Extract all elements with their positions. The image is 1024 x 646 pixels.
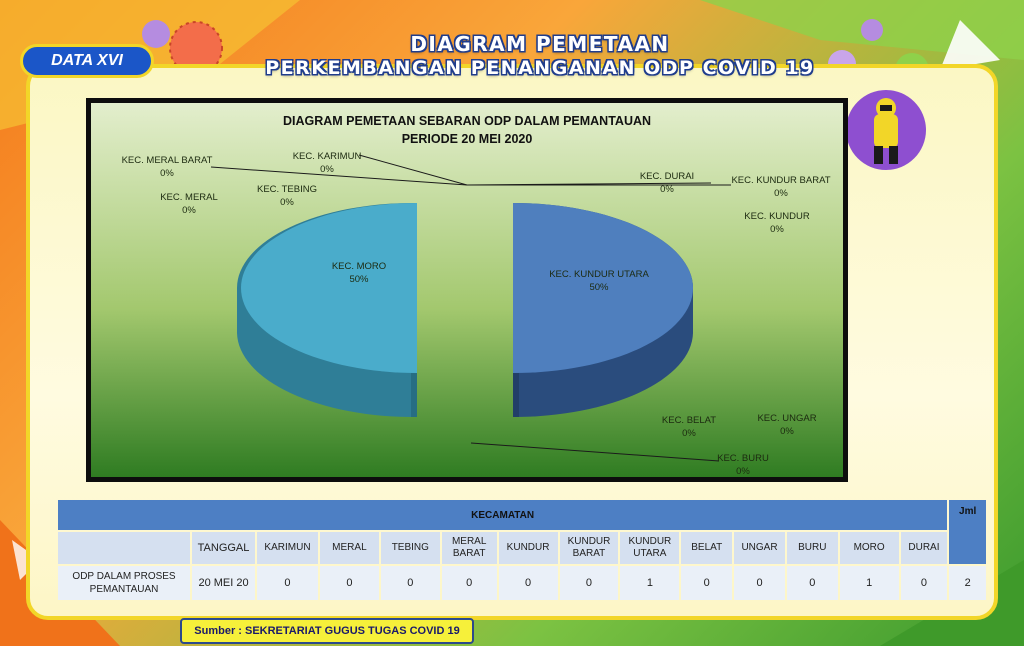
chart-background [91,103,843,477]
column-header: TEBING [380,532,440,564]
table-cell: 0 [734,566,785,600]
slice-label-name: KEC. MERAL [160,192,218,203]
column-header: MORO [839,532,899,564]
chart-title-line-1: DIAGRAM PEMETAAN SEBARAN ODP DALAM PEMAN… [283,114,651,128]
slice-label-percent: 50% [349,274,369,285]
slice-label-name: KEC. TEBING [257,184,317,195]
virus-icon [861,19,883,41]
data-table: KECAMATAN Jml TANGGAL KARIMUN MERAL TEBING… [56,498,988,602]
table-cell: 0 [498,566,558,600]
virus-icon [142,20,170,48]
slice-label-name: KEC. BURU [717,453,769,464]
column-header: BELAT [681,532,733,564]
data-badge: DATA XVI [20,44,154,78]
chart-title-line-2: PERIODE 20 MEI 2020 [402,132,533,146]
slice-label-name: KEC. DURAI [640,171,694,182]
slice-label-percent: 0% [736,466,750,477]
slice-label-name: KEC. KARIMUN [293,151,362,162]
virus-icon [169,21,223,75]
table-cell: 1 [839,566,899,600]
slice-label-percent: 0% [280,197,294,208]
column-header: KUNDUR BARAT [559,532,619,564]
column-header-row: TANGGAL KARIMUN MERAL TEBING MERAL BARAT KUN… [58,532,986,564]
column-header: KARIMUN [257,532,318,564]
table-cell: 0 [681,566,733,600]
group-header: KECAMATAN [58,500,948,530]
title-line-1: DIAGRAM PEMETAAN [410,32,670,56]
column-header: KUNDUR [498,532,558,564]
row-date: 20 MEI 20 [192,566,256,600]
pie-chart: DIAGRAM PEMETAAN SEBARAN ODP DALAM PEMAN… [91,103,843,477]
hazmat-worker-icon [846,90,926,170]
table-total: 2 [949,566,986,600]
table-cell: 0 [319,566,379,600]
slice-label-percent: 0% [182,205,196,216]
chart-frame: DIAGRAM PEMETAAN SEBARAN ODP DALAM PEMAN… [86,98,848,482]
slice-label-name: KEC. MORO [332,261,386,272]
slice-label-percent: 50% [589,282,609,293]
column-header: DURAI [900,532,948,564]
column-header: KUNDUR UTARA [620,532,680,564]
total-header: Jml [949,500,986,564]
column-header: MERAL [319,532,379,564]
pie-slice-moro [237,202,417,418]
slice-label-percent: 0% [774,188,788,199]
empty-header-cell [58,532,191,564]
slice-label-name: KEC. BELAT [662,415,716,426]
slice-label-name: KEC. KUNDUR UTARA [549,269,649,280]
slice-label-percent: 0% [682,428,696,439]
table-cell: 0 [441,566,497,600]
slice-label-percent: 0% [660,184,674,195]
slice-label-percent: 0% [780,426,794,437]
slice-label-percent: 0% [770,224,784,235]
table-cell: 1 [620,566,680,600]
slice-label-name: KEC. UNGAR [757,413,816,424]
column-header: UNGAR [734,532,785,564]
source-note: Sumber : SEKRETARIAT GUGUS TUGAS COVID 1… [180,618,474,644]
table-cell: 0 [380,566,440,600]
page-title: DIAGRAM PEMETAAN PERKEMBANGAN PENANGANAN… [230,32,850,80]
column-header: MERAL BARAT [441,532,497,564]
slice-label-name: KEC. KUNDUR BARAT [731,175,830,186]
table-cell: 0 [559,566,619,600]
column-header: BURU [786,532,838,564]
table-cell: 0 [786,566,838,600]
slice-label-name: KEC. MERAL BARAT [122,155,213,166]
title-line-2: PERKEMBANGAN PENANGANAN ODP COVID 19 [265,57,815,79]
row-label: ODP DALAM PROSES PEMANTAUAN [58,566,191,600]
date-header: TANGGAL [192,532,256,564]
table-cell: 0 [257,566,318,600]
leader-lines [210,154,731,462]
slice-label-name: KEC. KUNDUR [744,211,810,222]
slice-label-percent: 0% [160,168,174,179]
slice-label-percent: 0% [320,164,334,175]
table-cell: 0 [900,566,948,600]
pie-slice-kundur-utara [513,203,693,417]
